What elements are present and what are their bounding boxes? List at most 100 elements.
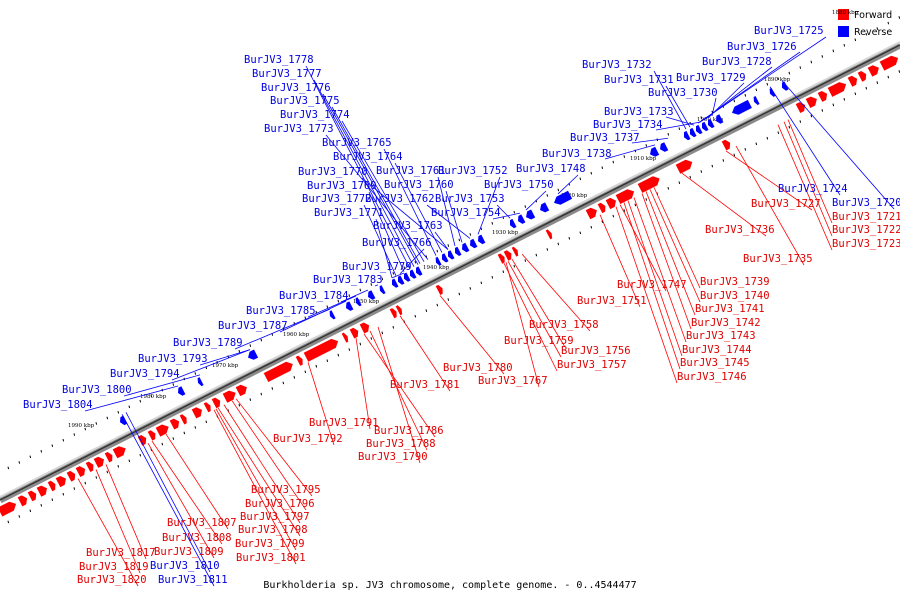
reverse-gene-arrow[interactable] xyxy=(404,272,411,282)
reverse-gene-arrow[interactable] xyxy=(197,377,204,387)
gene-label[interactable]: BurJV3_1754 xyxy=(431,207,501,219)
forward-gene-arrow[interactable] xyxy=(721,139,731,151)
forward-gene-arrow[interactable] xyxy=(867,65,879,77)
reverse-gene-arrow[interactable] xyxy=(690,127,697,138)
gene-label[interactable]: BurJV3_1796 xyxy=(245,498,315,510)
forward-gene-arrow[interactable] xyxy=(235,384,247,397)
forward-gene-arrow[interactable] xyxy=(85,461,94,472)
reverse-gene-arrow[interactable] xyxy=(120,415,128,426)
forward-gene-arrow[interactable] xyxy=(169,418,180,430)
forward-gene-arrow[interactable] xyxy=(66,470,76,482)
gene-label[interactable]: BurJV3_1789 xyxy=(173,337,243,349)
reverse-gene-arrow[interactable] xyxy=(478,234,486,245)
reverse-gene-arrow[interactable] xyxy=(470,238,478,249)
reverse-gene-arrow[interactable] xyxy=(435,256,442,266)
forward-gene-arrow[interactable] xyxy=(55,476,66,488)
gene-label[interactable]: BurJV3_1758 xyxy=(529,319,599,331)
gene-label[interactable]: BurJV3_1730 xyxy=(648,87,718,99)
gene-label[interactable]: BurJV3_1742 xyxy=(691,317,761,329)
forward-gene-arrow[interactable] xyxy=(295,355,303,366)
forward-gene-arrow[interactable] xyxy=(36,485,47,497)
gene-label[interactable]: BurJV3_1741 xyxy=(695,303,765,315)
forward-gene-arrow[interactable] xyxy=(211,397,221,409)
gene-label[interactable]: BurJV3_1820 xyxy=(77,574,147,586)
gene-label[interactable]: BurJV3_1725 xyxy=(754,25,824,37)
gene-label[interactable]: BurJV3_1740 xyxy=(700,290,770,302)
gene-label[interactable]: BurJV3_1797 xyxy=(240,511,310,523)
gene-label[interactable]: BurJV3_1786 xyxy=(374,425,444,437)
reverse-gene-arrow[interactable] xyxy=(448,250,455,260)
reverse-gene-arrow[interactable] xyxy=(346,301,354,311)
gene-label[interactable]: BurJV3_1724 xyxy=(778,183,848,195)
forward-gene-arrow[interactable] xyxy=(605,197,616,210)
gene-label[interactable]: BurJV3_1800 xyxy=(62,384,132,396)
gene-label[interactable]: BurJV3_1756 xyxy=(561,345,631,357)
forward-gene-arrow[interactable] xyxy=(203,402,211,413)
forward-gene-arrow[interactable] xyxy=(511,246,519,257)
gene-label[interactable]: BurJV3_1728 xyxy=(702,56,772,68)
reverse-gene-arrow[interactable] xyxy=(660,142,669,152)
gene-label[interactable]: BurJV3_1738 xyxy=(542,148,612,160)
forward-gene-arrow[interactable] xyxy=(805,96,817,108)
forward-gene-arrow[interactable] xyxy=(112,446,126,459)
gene-label[interactable]: BurJV3_1776 xyxy=(261,82,331,94)
forward-gene-arrow[interactable] xyxy=(303,338,339,362)
gene-label[interactable]: BurJV3_1819 xyxy=(79,561,149,573)
forward-gene-arrow[interactable] xyxy=(93,456,104,468)
reverse-gene-arrow[interactable] xyxy=(329,310,336,320)
reverse-gene-arrow[interactable] xyxy=(650,146,660,157)
gene-label[interactable]: BurJV3_1733 xyxy=(604,106,674,118)
gene-label[interactable]: BurJV3_1788 xyxy=(366,438,436,450)
reverse-gene-arrow[interactable] xyxy=(510,218,517,229)
forward-gene-arrow[interactable] xyxy=(349,327,359,339)
forward-gene-arrow[interactable] xyxy=(222,390,236,403)
forward-gene-arrow[interactable] xyxy=(585,207,597,220)
reverse-gene-arrow[interactable] xyxy=(368,290,376,300)
gene-label[interactable]: BurJV3_1766 xyxy=(362,237,432,249)
gene-label[interactable]: BurJV3_1761 xyxy=(376,165,446,177)
reverse-gene-arrow[interactable] xyxy=(702,121,709,132)
gene-label[interactable]: BurJV3_1763 xyxy=(373,220,443,232)
gene-label[interactable]: BurJV3_1732 xyxy=(582,59,652,71)
reverse-gene-arrow[interactable] xyxy=(178,386,186,396)
gene-label[interactable]: BurJV3_1731 xyxy=(604,74,674,86)
gene-label[interactable]: BurJV3_1793 xyxy=(138,353,208,365)
reverse-gene-arrow[interactable] xyxy=(248,349,259,360)
gene-label[interactable]: BurJV3_1734 xyxy=(593,119,663,131)
reverse-gene-arrow[interactable] xyxy=(398,275,405,285)
forward-gene-arrow[interactable] xyxy=(395,305,403,316)
gene-label[interactable]: BurJV3_1720 xyxy=(832,197,900,209)
gene-label[interactable]: BurJV3_1750 xyxy=(484,179,554,191)
gene-label[interactable]: BurJV3_1817 xyxy=(86,547,156,559)
forward-gene-arrow[interactable] xyxy=(104,452,113,463)
forward-gene-arrow[interactable] xyxy=(359,322,370,334)
forward-gene-arrow[interactable] xyxy=(545,229,553,240)
forward-gene-arrow[interactable] xyxy=(817,91,828,102)
gene-label[interactable]: BurJV3_1774 xyxy=(280,109,350,121)
gene-label[interactable]: BurJV3_1727 xyxy=(751,198,821,210)
forward-gene-arrow[interactable] xyxy=(179,414,187,425)
forward-gene-arrow[interactable] xyxy=(857,71,867,82)
gene-label[interactable]: BurJV3_1807 xyxy=(167,517,237,529)
forward-gene-arrow[interactable] xyxy=(675,159,693,174)
forward-gene-arrow[interactable] xyxy=(263,361,293,382)
reverse-gene-arrow[interactable] xyxy=(416,266,423,276)
gene-label[interactable]: BurJV3_1783 xyxy=(313,274,383,286)
gene-label[interactable]: BurJV3_1790 xyxy=(358,451,428,463)
reverse-gene-arrow[interactable] xyxy=(716,114,724,124)
gene-label[interactable]: BurJV3_1784 xyxy=(279,290,349,302)
gene-label[interactable]: BurJV3_1801 xyxy=(236,552,306,564)
gene-label[interactable]: BurJV3_1759 xyxy=(504,335,574,347)
gene-label[interactable]: BurJV3_1794 xyxy=(110,368,180,380)
reverse-gene-arrow[interactable] xyxy=(696,124,703,135)
forward-gene-arrow[interactable] xyxy=(0,501,17,517)
gene-label[interactable]: BurJV3_1752 xyxy=(438,165,508,177)
reverse-gene-arrow[interactable] xyxy=(769,87,776,97)
reverse-gene-arrow[interactable] xyxy=(518,214,526,224)
gene-label[interactable]: BurJV3_1739 xyxy=(700,276,770,288)
gene-label[interactable]: BurJV3_1726 xyxy=(727,41,797,53)
reverse-gene-arrow[interactable] xyxy=(782,81,789,91)
gene-label[interactable]: BurJV3_1770 xyxy=(298,166,368,178)
forward-gene-arrow[interactable] xyxy=(615,189,635,204)
forward-gene-arrow[interactable] xyxy=(191,407,202,419)
